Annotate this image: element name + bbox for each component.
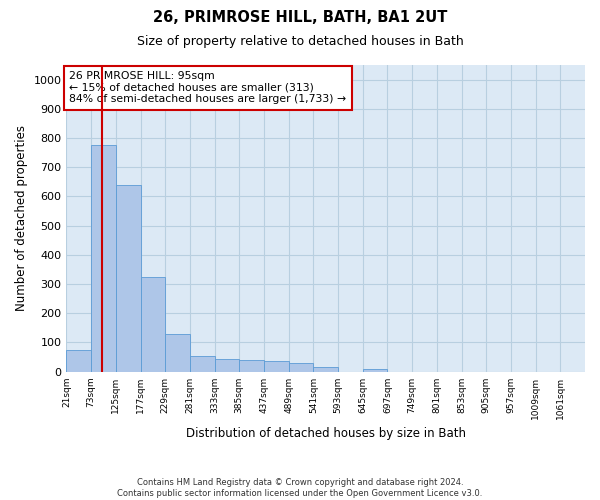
Bar <box>239 360 264 372</box>
Bar <box>264 362 289 372</box>
Text: Contains HM Land Registry data © Crown copyright and database right 2024.
Contai: Contains HM Land Registry data © Crown c… <box>118 478 482 498</box>
Bar <box>363 369 388 372</box>
Text: 26 PRIMROSE HILL: 95sqm
← 15% of detached houses are smaller (313)
84% of semi-d: 26 PRIMROSE HILL: 95sqm ← 15% of detache… <box>69 71 346 104</box>
X-axis label: Distribution of detached houses by size in Bath: Distribution of detached houses by size … <box>186 427 466 440</box>
Text: 26, PRIMROSE HILL, BATH, BA1 2UT: 26, PRIMROSE HILL, BATH, BA1 2UT <box>153 10 447 25</box>
Bar <box>165 334 190 372</box>
Bar <box>116 185 140 372</box>
Text: Size of property relative to detached houses in Bath: Size of property relative to detached ho… <box>137 35 463 48</box>
Bar <box>313 368 338 372</box>
Bar <box>91 146 116 372</box>
Bar <box>67 350 91 372</box>
Y-axis label: Number of detached properties: Number of detached properties <box>15 126 28 312</box>
Bar <box>215 358 239 372</box>
Bar <box>289 363 313 372</box>
Bar <box>190 356 215 372</box>
Bar <box>140 277 165 372</box>
